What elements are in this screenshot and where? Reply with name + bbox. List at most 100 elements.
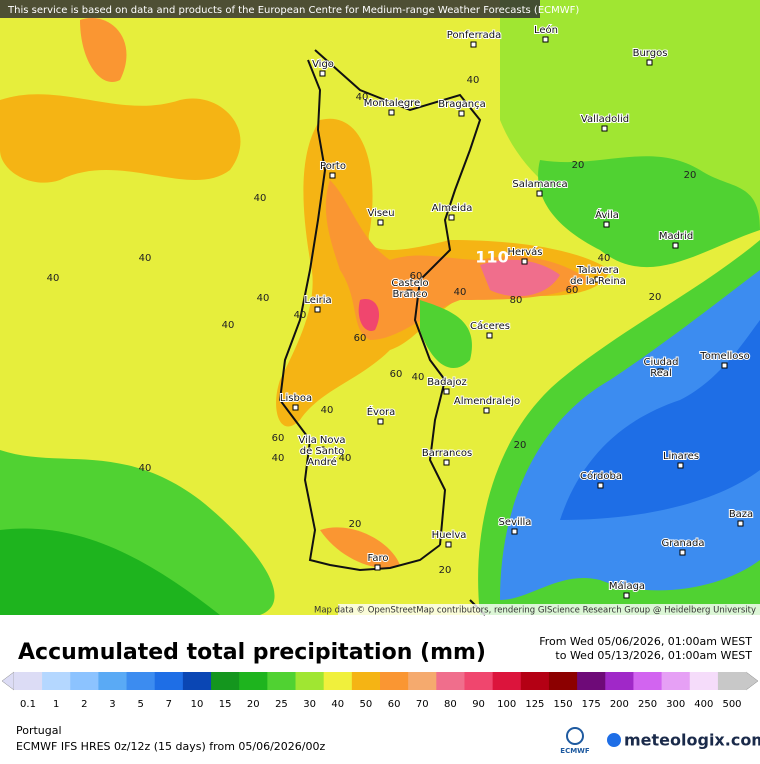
city-label: de la Reina: [570, 276, 626, 287]
city-label: Branco: [392, 289, 427, 300]
contour-label: 20: [684, 170, 697, 181]
city-label: Ciudad: [644, 357, 679, 368]
city-label: Granada: [662, 538, 705, 549]
city-label: Huelva: [432, 530, 467, 541]
colorbar-swatch: [211, 672, 240, 690]
colorbar-label: 200: [610, 699, 629, 710]
colorbar-swatch: [633, 672, 663, 690]
city-marker: [483, 407, 490, 414]
city-marker: [542, 36, 549, 43]
city-marker: [445, 541, 452, 548]
model-info: ECMWF IFS HRES 0z/12z (15 days) from 05/…: [16, 740, 326, 753]
city-marker: [377, 418, 384, 425]
colorbar-swatch: [351, 672, 381, 690]
area: [538, 156, 760, 268]
city-label: Madrid: [659, 231, 693, 242]
city-marker: [377, 219, 384, 226]
city-label: Castelo: [391, 278, 428, 289]
contour-label: 20: [514, 440, 527, 451]
city-marker: [601, 125, 608, 132]
city-marker: [646, 59, 653, 66]
contour-label: 40: [139, 463, 152, 474]
ecmwf-logo: [566, 727, 584, 745]
contour-label: 20: [572, 160, 585, 171]
city-marker: [521, 258, 528, 265]
contour-label: 40: [257, 293, 270, 304]
contour-label: 40: [47, 273, 60, 284]
attribution: Map data © OpenStreetMap contributors, r…: [314, 606, 756, 616]
area: [0, 528, 220, 615]
area: [320, 527, 400, 569]
colorbar-swatch: [182, 672, 212, 690]
contour-labels: 40 40 20 20 40 40 40 40 40 40 110 60 40 60 60 40 80 60 40 2…: [47, 75, 697, 576]
contour-label: 40: [412, 372, 425, 383]
colorbar-label: 50: [360, 699, 373, 710]
region: Portugal: [16, 724, 62, 737]
colorbar-label: 7: [166, 699, 172, 710]
colorbar-label: 2: [81, 699, 87, 710]
contour-label: 80: [510, 295, 523, 306]
city-label: Porto: [320, 161, 346, 172]
colorbar-swatch: [661, 672, 691, 690]
city-marker: [603, 221, 610, 228]
city-label: Vigo: [312, 59, 334, 70]
colorbar-swatch: [98, 672, 128, 690]
city-marker: [623, 592, 630, 599]
city-label: Real: [650, 368, 672, 379]
area: [480, 259, 560, 297]
colorbar-swatch: [295, 672, 325, 690]
city-marker: [470, 41, 477, 48]
colorbar-swatch: [70, 672, 99, 690]
city-marker: [672, 242, 679, 249]
city-label: Salamanca: [512, 179, 567, 190]
area: [358, 299, 380, 331]
colorbar-swatch: [464, 672, 494, 690]
city-label: Badajoz: [427, 377, 467, 388]
colorbar-swatch: [520, 672, 550, 690]
cities: Ponferrada León Vigo Montalegre Bragança Burg…: [279, 23, 754, 599]
map: This service is based on data and produc…: [0, 0, 760, 616]
city-marker: [679, 549, 686, 556]
colorbar-label: 250: [638, 699, 657, 710]
colorbar-label: 500: [722, 699, 741, 710]
notice-bar: [0, 0, 540, 18]
colorbar-swatch: [380, 672, 409, 690]
contour-label: 60: [566, 285, 579, 296]
brand-logo: [607, 733, 621, 747]
city-label: Leiria: [304, 295, 331, 306]
colorbar-swatch: [408, 672, 437, 690]
city-label: Évora: [367, 405, 396, 418]
city-label: Lisboa: [280, 393, 312, 404]
colorbar-swatch: [154, 672, 184, 690]
contour-label: 110: [475, 248, 508, 267]
city-marker: [329, 172, 336, 179]
city-label: Sevilla: [499, 517, 532, 528]
city-marker: [486, 332, 493, 339]
city-label: Valladolid: [581, 114, 629, 125]
notice: This service is based on data and produc…: [7, 5, 579, 16]
city-label: Montalegre: [364, 98, 420, 109]
colorbar-label: 30: [303, 699, 316, 710]
colorbar-swatch: [13, 672, 43, 690]
colorbar-swatch: [323, 672, 353, 690]
colorbar-swatch: [492, 672, 522, 690]
city-marker: [597, 482, 604, 489]
city-marker: [292, 404, 299, 411]
legend-title: Accumulated total precipitation (mm): [18, 640, 486, 665]
city-label: Linares: [663, 451, 699, 462]
border: [314, 49, 482, 546]
city-marker: [448, 214, 455, 221]
colorbar: 0.1 1 2 3 5 7 10 15 20 25 30 40 50 60 70 80 90 100 125 150 1…: [1, 671, 759, 710]
contour-label: 20: [439, 565, 452, 576]
city-label: Córdoba: [580, 470, 622, 482]
city-marker: [443, 459, 450, 466]
attribution-bg: [338, 604, 760, 615]
contour-label: 20: [349, 519, 362, 530]
city-label: Cáceres: [470, 320, 510, 332]
city-marker: [314, 306, 321, 313]
colorbar-label: 175: [582, 699, 601, 710]
city-label: de Santo: [300, 446, 345, 457]
city-marker: [318, 446, 325, 453]
contour-label: 40: [454, 287, 467, 298]
